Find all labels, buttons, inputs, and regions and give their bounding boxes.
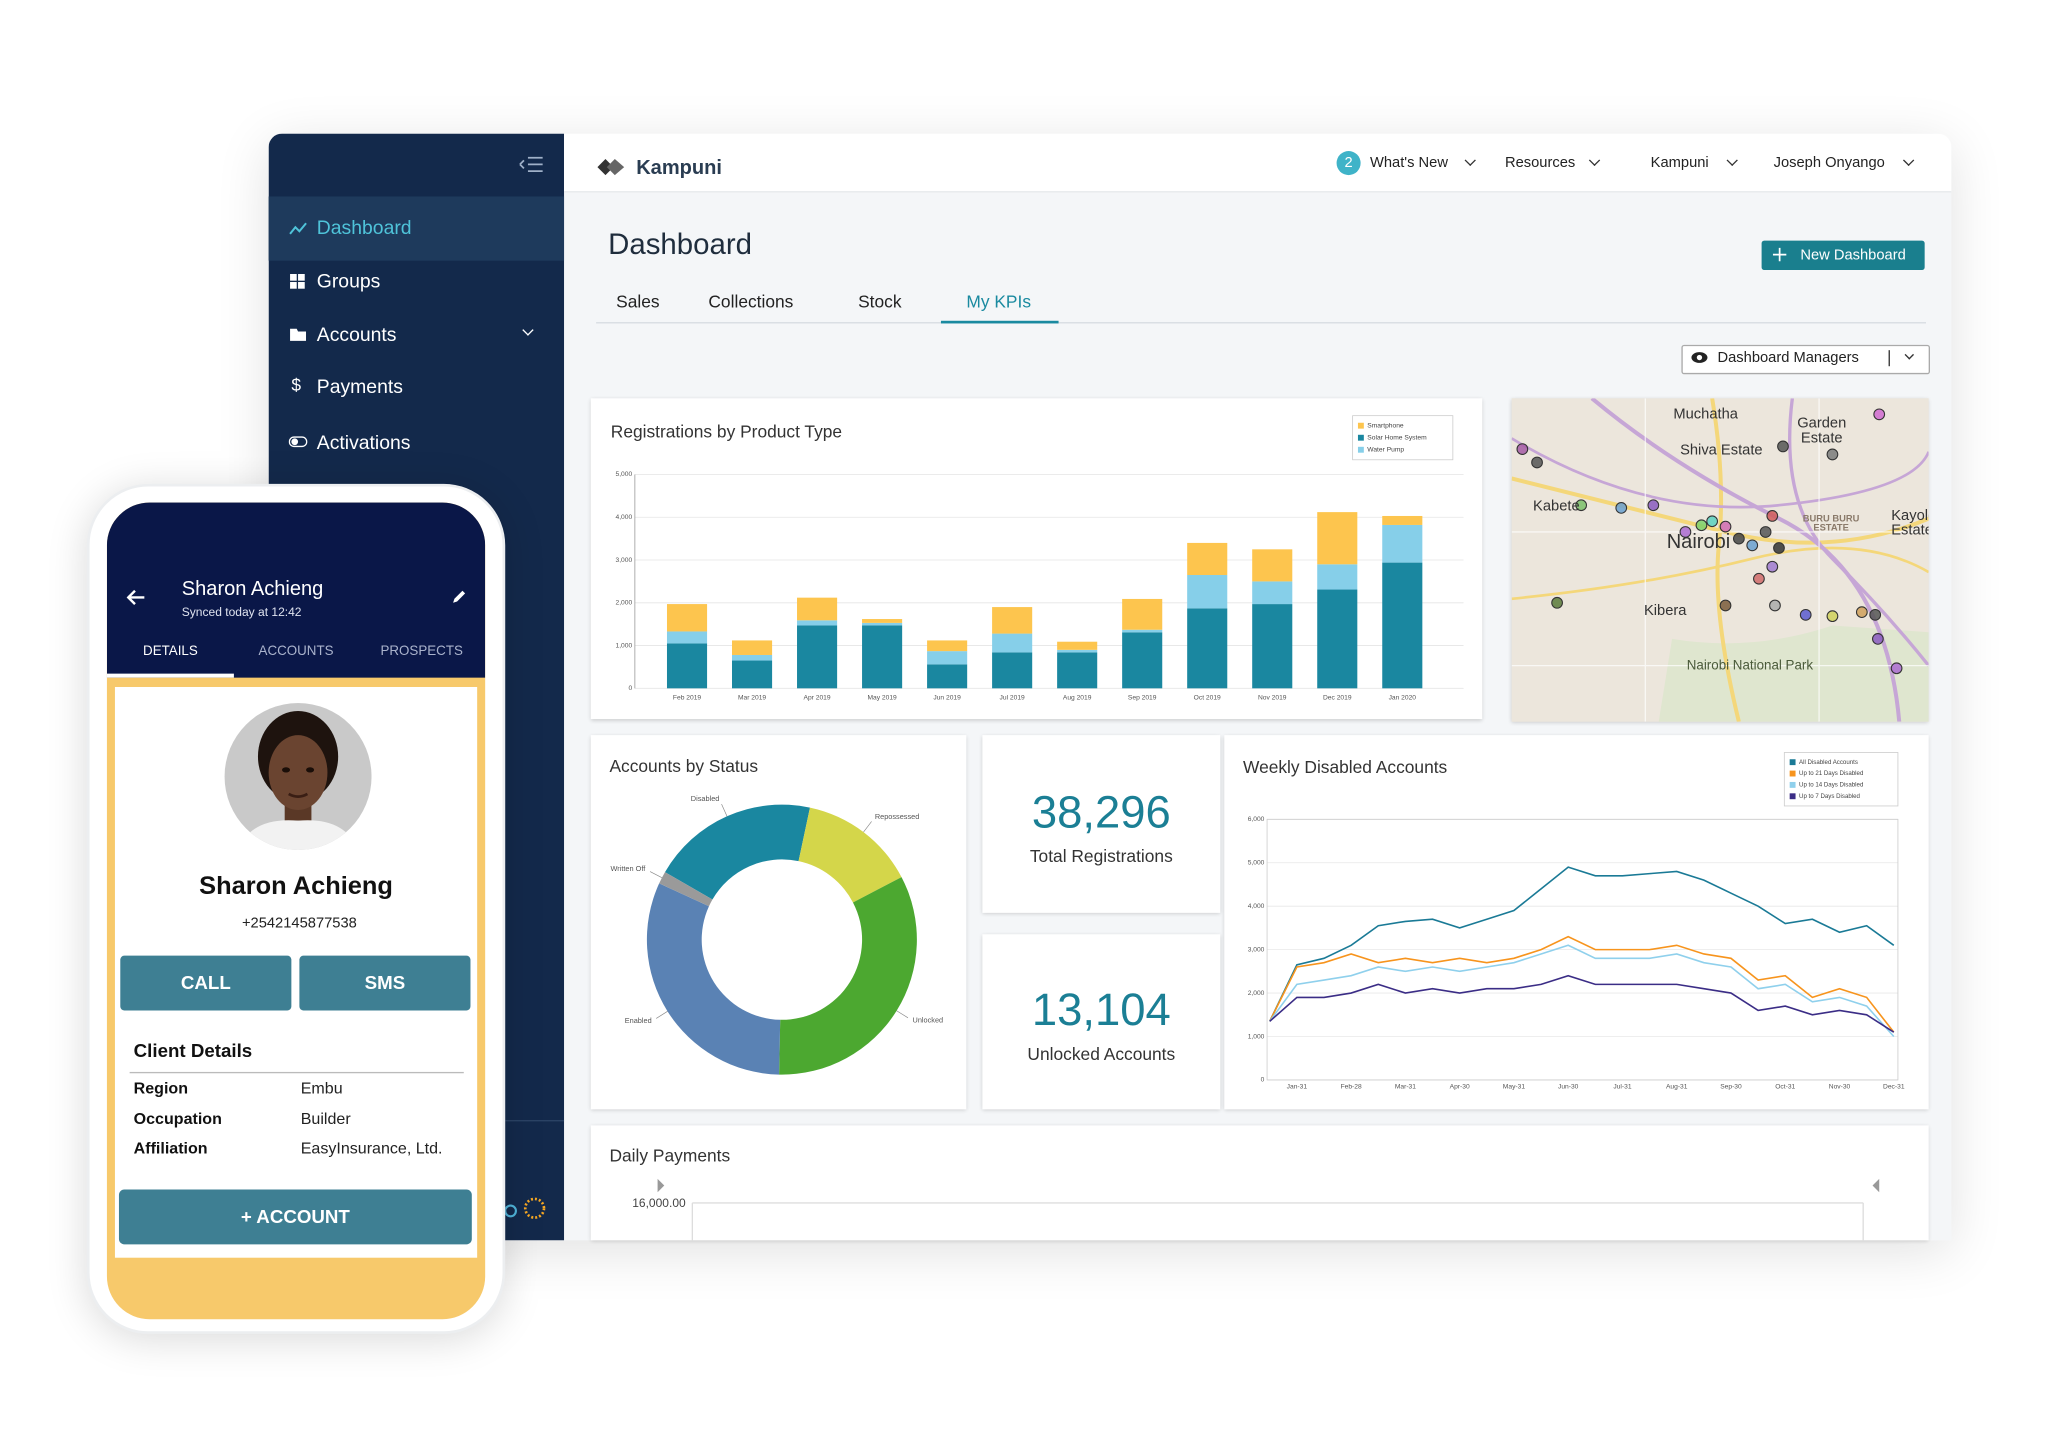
map-label: Garden Estate [1797,415,1847,447]
brand-name[interactable]: Kampuni [636,156,722,180]
detail-label: Occupation [133,1109,222,1129]
tab[interactable]: Stock [858,291,902,312]
kpi-label: Total Registrations [1029,846,1173,867]
card [982,735,1221,913]
map-label: Shiva Estate [1680,442,1763,459]
detail-value: EasyInsurance, Ltd. [300,1138,443,1158]
dropdown-sep [1888,350,1890,367]
menu-item[interactable]: Resources [1504,155,1576,172]
section-divider [129,1071,464,1074]
badge: 2 [1336,151,1361,176]
tab[interactable]: Collections [708,291,794,312]
tab-active[interactable]: My KPIs [966,291,1032,312]
contact-name: Sharon Achieng [181,577,324,601]
nav-item[interactable]: Groups [316,271,381,293]
map-label: BURU BURU ESTATE [1802,514,1860,534]
add-account-button[interactable]: + ACCOUNT [118,1189,472,1245]
map-label: Kabete [1533,498,1580,515]
detail-label: Affiliation [133,1138,208,1158]
detail-value: Embu [300,1078,343,1098]
menu-item[interactable]: What's New [1369,155,1448,172]
card [590,1125,1929,1241]
detail-value: Builder [300,1109,351,1129]
map-label: Nairobi National Park [1686,658,1814,674]
edit-icon[interactable] [450,588,467,605]
synced: Synced today at 12:42 [181,605,302,619]
svg-text:$: $ [291,377,301,395]
detail-label: Region [133,1078,189,1098]
contact-title: Sharon Achieng [199,872,393,901]
sms-button[interactable]: SMS [299,955,471,1011]
menu-item[interactable]: Joseph Onyango [1773,155,1885,172]
nav-item[interactable]: Accounts [316,324,397,347]
y-tick-label: 16,000.00 [632,1196,686,1210]
button-label: New Dashboard [1800,247,1906,264]
card-title: Daily Payments [609,1145,731,1166]
kpi-value: 38,296 [1031,787,1171,839]
plus-icon [1772,247,1787,262]
kpi-label: Unlocked Accounts [1027,1043,1176,1064]
section-title: Client Details [133,1039,253,1062]
nav-item[interactable]: Payments [316,376,403,399]
sidebar-logo [505,1197,546,1219]
map-label: Kayole Estate [1891,507,1929,539]
card [982,934,1221,1110]
menu-item[interactable]: Kampuni [1650,155,1709,172]
sidebar-divider [505,1120,565,1122]
map-label: Muchatha [1673,406,1738,423]
card [590,735,967,1110]
nav-icon [290,273,305,289]
brand-logo [597,159,625,176]
card [590,398,1483,720]
call-button[interactable]: CALL [120,955,292,1011]
nav-active [268,196,565,261]
map-roads [1511,398,1929,722]
nav-icon: $ [291,377,301,395]
tab[interactable]: Sales [616,291,660,312]
new-dashboard-button[interactable] [1761,240,1925,270]
payments-frame [657,1178,1880,1241]
nav-item[interactable]: Dashboard [316,217,412,240]
kpi-value: 13,104 [1031,985,1171,1036]
contact-number: +2542145877538 [241,915,357,932]
nav-icon [288,436,308,448]
tab-underline [940,320,1059,324]
dropdown-label: Dashboard Managers [1717,350,1859,367]
back-arrow[interactable] [126,588,147,607]
phone-tab-underline [106,673,234,678]
sidebar-toggle[interactable] [517,155,544,174]
nav-icon [290,328,307,341]
eye-icon [1691,352,1708,363]
avatar [224,703,372,851]
map[interactable]: Muchatha Garden Estate Shiva Estate Kabe… [1511,398,1929,722]
tab-divider [596,322,1926,324]
card [1224,735,1929,1110]
phone-tab[interactable]: PROSPECTS [380,644,463,659]
top-bar [564,133,1952,193]
nav-item[interactable]: Activations [316,433,411,455]
page-title: Dashboard [608,227,753,261]
phone-header [106,502,486,678]
map-label: Kibera [1643,602,1687,619]
map-label: Nairobi [1666,530,1731,554]
nav-icon [289,222,307,235]
phone-tab[interactable]: DETAILS [143,644,198,659]
phone-tab[interactable]: ACCOUNTS [258,644,334,659]
